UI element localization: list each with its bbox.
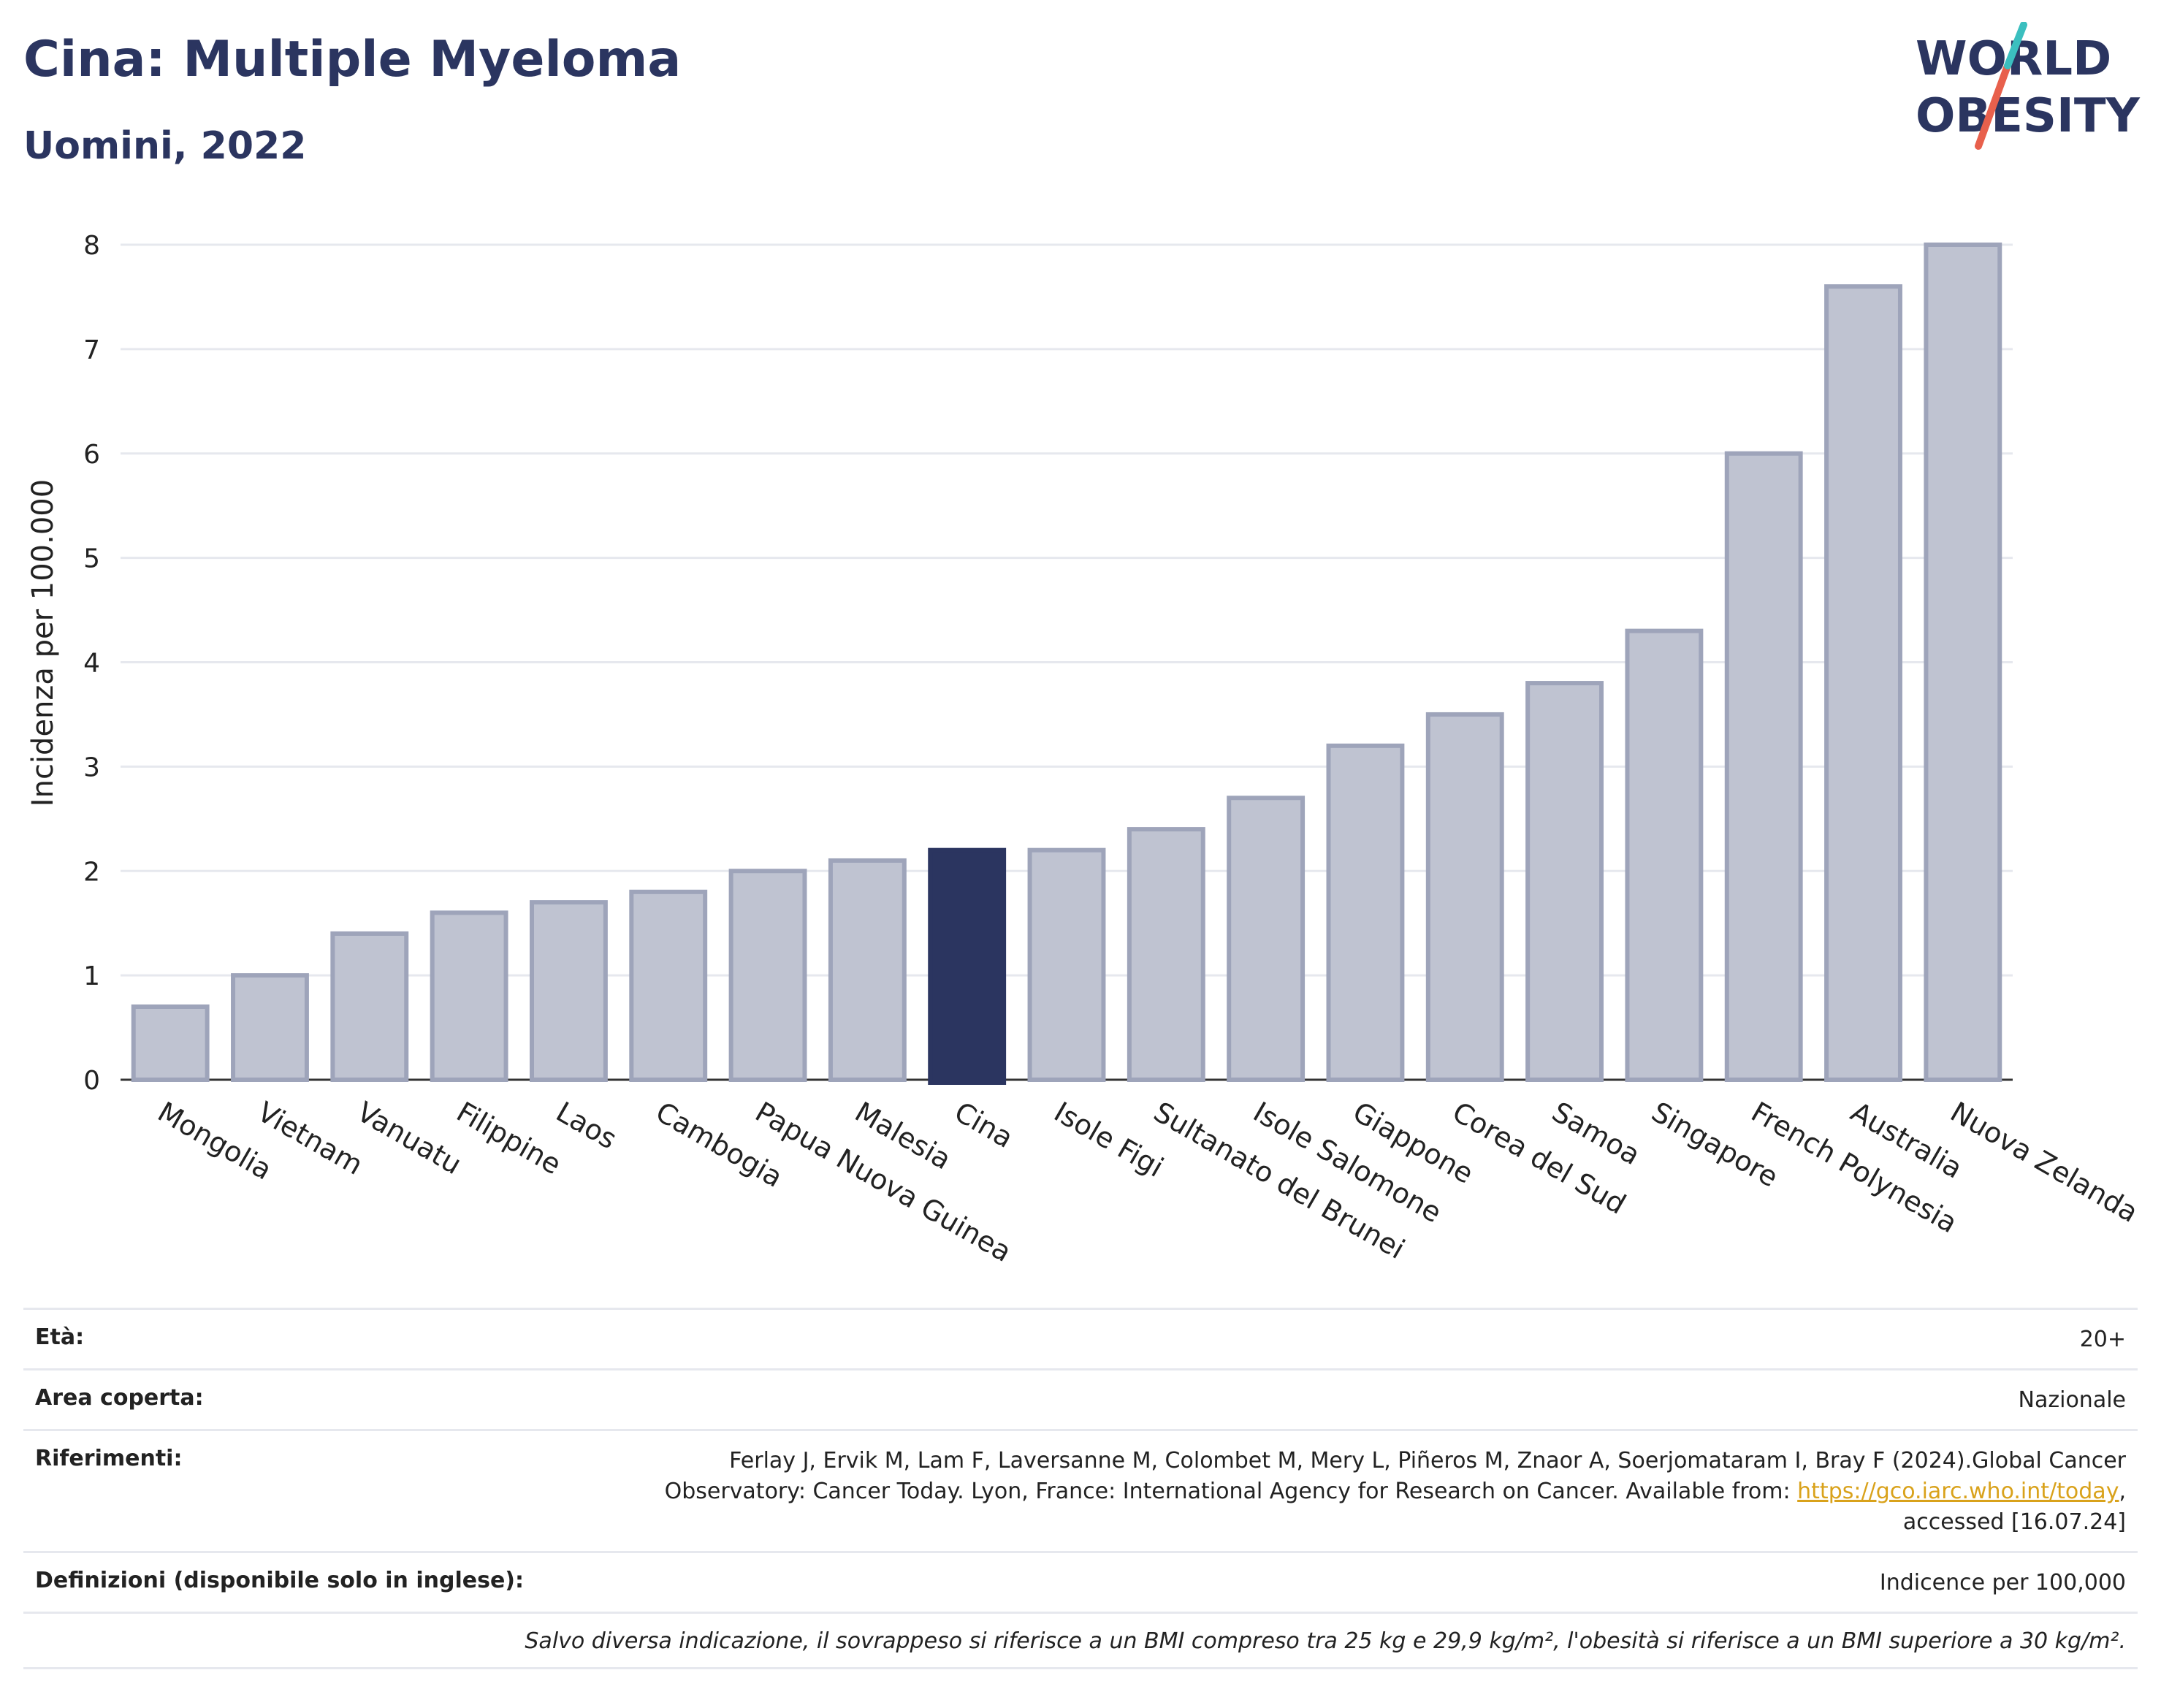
references-text: Ferlay J, Ervik M, Lam F, Laversanne M, …	[664, 1448, 2126, 1504]
y-tick-label: 1	[83, 961, 100, 991]
bars	[131, 243, 2002, 1085]
bar-samoa	[1525, 681, 1604, 1082]
bar-corea-del-sud	[1425, 712, 1504, 1082]
x-tick-label: Cina	[949, 1096, 1018, 1154]
y-tick-label: 3	[83, 752, 100, 782]
info-row-references: Riferimenti: Ferlay J, Ervik M, Lam F, L…	[23, 1429, 2138, 1551]
bar-australia	[1824, 284, 1902, 1082]
y-tick-labels: 0 1 2 3 4 5 6 7 8	[83, 231, 100, 1096]
bar-papua-nuova-guinea	[728, 869, 807, 1082]
y-tick-label: 0	[83, 1066, 100, 1096]
bar-vanuatu	[330, 931, 409, 1082]
bar-laos	[529, 900, 608, 1082]
x-tick-label: Isole Figi	[1049, 1096, 1170, 1183]
info-row-note: Salvo diversa indicazione, il sovrappeso…	[23, 1612, 2138, 1669]
bar-vietnam	[231, 973, 309, 1082]
bar-cina	[928, 847, 1007, 1085]
info-row-definitions: Definizioni (disponibile solo in inglese…	[23, 1551, 2138, 1612]
age-label: Età:	[35, 1324, 85, 1350]
bar-singapore	[1625, 628, 1704, 1082]
references-value: Ferlay J, Ervik M, Lam F, Laversanne M, …	[628, 1446, 2126, 1538]
x-tick-label: Nuova Zelanda	[1945, 1096, 2143, 1229]
x-tick-label: Filippine	[451, 1096, 567, 1181]
info-row-age: Età: 20+	[23, 1308, 2138, 1368]
y-tick-label: 2	[83, 857, 100, 887]
definitions-label: Definizioni (disponibile solo in inglese…	[35, 1568, 524, 1593]
area-label: Area coperta:	[35, 1385, 204, 1411]
x-tick-label: Laos	[551, 1096, 622, 1156]
y-tick-label: 7	[83, 335, 100, 365]
references-label: Riferimenti:	[35, 1446, 183, 1471]
bar-filippine	[430, 910, 508, 1083]
bar-chart: 0 1 2 3 4 5 6 7 8 MongoliaVietnamVanuatuFilippin…	[26, 231, 2143, 1268]
y-axis-title: Incidenza per 100.000	[26, 479, 60, 807]
world-obesity-logo: WORLD OBESITY	[1916, 22, 2140, 150]
age-value: 20+	[2079, 1327, 2126, 1352]
references-link[interactable]: https://gco.iarc.who.int/today	[1797, 1479, 2119, 1504]
y-tick-label: 8	[83, 231, 100, 261]
bar-giappone	[1326, 743, 1405, 1082]
page-title: Cina: Multiple Myeloma	[23, 31, 682, 88]
x-tick-label: Vanuatu	[351, 1096, 467, 1181]
y-tick-label: 5	[83, 544, 100, 574]
bar-malesia	[828, 858, 907, 1083]
bar-nuova-zelanda	[1924, 243, 2002, 1082]
bar-cambogia	[629, 889, 708, 1082]
y-tick-label: 4	[83, 649, 100, 679]
footnote: Salvo diversa indicazione, il sovrappeso…	[525, 1628, 2126, 1654]
bar-isole-salomone	[1227, 796, 1306, 1082]
bar-isole-figi	[1027, 847, 1106, 1082]
logo-slash-teal	[2004, 22, 2027, 69]
bar-sultanato-del-brunei	[1127, 827, 1205, 1082]
bar-mongolia	[131, 1004, 210, 1083]
info-row-area: Area coperta: Nazionale	[23, 1368, 2138, 1429]
bar-french-polynesia	[1724, 451, 1803, 1082]
page-subtitle: Uomini, 2022	[23, 124, 307, 168]
x-tick-label: Mongolia	[153, 1096, 278, 1186]
references-accessed: , accessed [16.07.24]	[1902, 1479, 2126, 1535]
logo-line2: OBESITY	[1916, 89, 2140, 143]
logo-slash-red	[1975, 62, 2011, 150]
info-table: Età: 20+ Area coperta: Nazionale Riferim…	[23, 1308, 2138, 1669]
area-value: Nazionale	[2018, 1387, 2126, 1413]
x-tick-label: Corea del Sud	[1447, 1096, 1631, 1221]
y-tick-label: 6	[83, 440, 100, 470]
definitions-value: Indicence per 100,000	[1879, 1570, 2126, 1595]
